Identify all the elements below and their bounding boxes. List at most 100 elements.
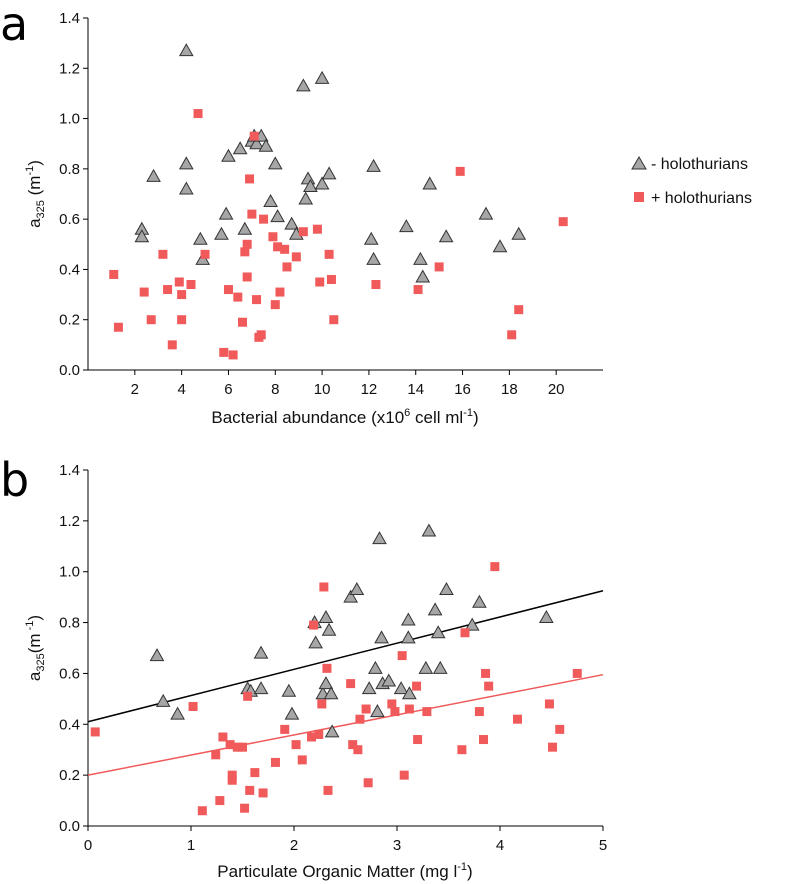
plus-holothurians-fit-line [87,673,604,776]
panel-a-x-label: Bacterial abundance (x106 cell ml-1) [211,407,478,427]
minus-holothurians-point [314,70,330,84]
panel-b-x-ticks: 0 1 2 3 4 5 [84,826,607,854]
y-tick-label: 1.2 [59,60,80,77]
minus-holothurians-point [318,676,334,690]
plus-holothurians-point [558,217,568,227]
y-tick-label: 1.0 [59,111,80,128]
plus-holothurians-point [457,745,467,755]
minus-holothurians-fit-line [87,590,604,723]
plus-holothurians-point [247,209,257,219]
minus-holothurians-point [393,681,409,695]
plus-holothurians-point [250,768,260,778]
y-tick-label: 0.4 [59,716,80,733]
legend-square-marker [634,192,644,202]
plus-holothurians-point [167,340,177,350]
panel-a: a 0.0 0.2 0.4 0.6 0.8 1.0 1.2 1.4 2 4 6 8 10 12 14 16 1… [0,0,752,427]
plus-holothurians-point [227,775,237,785]
minus-holothurians-point [149,648,165,662]
plus-holothurians-point [249,131,259,141]
plus-holothurians-point [361,704,371,714]
minus-holothurians-point [296,78,311,92]
y-tick-label: 1.4 [59,462,80,479]
minus-holothurians-point [178,156,194,170]
plus-holothurians-point [174,277,184,287]
plus-holothurians-point [544,699,554,709]
minus-holothurians-point [413,251,428,265]
plus-holothurians-point [259,214,269,224]
minus-holothurians-point [178,181,194,195]
x-tick-label: 18 [501,381,518,398]
plus-holothurians-point [323,785,333,795]
plus-holothurians-point [275,287,285,297]
plus-holothurians-point [309,620,319,630]
minus-holothurians-point [349,581,365,596]
minus-holothurians-point [134,229,150,243]
plus-holothurians-point [177,290,187,300]
minus-holothurians-point [422,176,438,190]
x-tick-label: 2 [290,837,298,854]
plus-holothurians-point [348,740,358,750]
plus-holothurians-point [146,315,156,325]
plus-holothurians-point [353,745,363,755]
panel-a-y-ticks: 0.0 0.2 0.4 0.6 0.8 1.0 1.2 1.4 [59,10,88,379]
plus-holothurians-point [484,681,494,691]
plus-holothurians-point [280,244,290,254]
plus-holothurians-point [513,714,523,724]
minus-holothurians-point [281,683,297,697]
plus-holothurians-point [113,322,123,332]
minus-holothurians-point [324,724,340,738]
plus-holothurians-point [307,732,317,742]
plus-holothurians-point [256,330,266,340]
plus-holothurians-point [319,582,329,592]
minus-holothurians-point [439,581,454,596]
plus-holothurians-point [455,166,465,176]
panel-b-y-label: a325(m -1) [24,615,47,681]
minus-holothurians-point [232,141,248,155]
plus-holothurians-point [270,300,280,310]
panel-a-points [109,43,568,360]
plus-holothurians-point [268,232,278,242]
minus-holothurians-point [170,706,185,720]
minus-holothurians-point [361,681,377,695]
plus-holothurians-point [397,651,407,661]
minus-holothurians-point [323,686,339,700]
minus-holothurians-point [284,706,300,720]
minus-holothurians-point [308,635,323,649]
y-tick-label: 0.8 [59,161,80,178]
minus-holothurians-point [221,148,236,162]
plus-holothurians-point [548,742,558,752]
plus-holothurians-point [223,285,233,295]
minus-holothurians-point [478,206,494,220]
minus-holothurians-point [363,231,379,245]
plus-holothurians-point [507,330,517,340]
plus-holothurians-point [238,742,247,752]
plus-holothurians-point [200,249,210,259]
minus-holothurians-point [366,251,381,265]
minus-holothurians-point [400,630,416,644]
plus-holothurians-point [326,274,336,284]
minus-holothurians-point [253,681,269,695]
panel-b-fit-lines [87,590,604,776]
plus-holothurians-point [238,317,247,327]
plus-holothurians-point [399,770,409,780]
y-tick-label: 0.2 [59,312,80,329]
minus-holothurians-point [430,625,446,639]
minus-holothurians-point [370,704,385,718]
plus-holothurians-point [298,227,308,237]
y-tick-label: 0.2 [59,767,80,784]
plus-holothurians-point [413,735,423,745]
x-tick-label: 5 [599,837,607,854]
plus-holothurians-point [363,778,373,788]
plus-holothurians-point [413,285,423,295]
plus-holothurians-point [390,707,400,717]
y-tick-label: 1.4 [59,10,80,27]
panel-b-points [90,523,582,816]
plus-holothurians-point [232,742,242,752]
plus-holothurians-point [273,242,283,252]
minus-holothurians-point [372,531,387,545]
minus-holothurians-point [178,43,194,57]
plus-holothurians-point [240,803,250,813]
panel-b-y-ticks: 0.0 0.2 0.4 0.6 0.8 1.0 1.2 1.4 [59,462,88,835]
plus-holothurians-point [346,679,356,689]
y-tick-label: 1.0 [59,564,80,581]
